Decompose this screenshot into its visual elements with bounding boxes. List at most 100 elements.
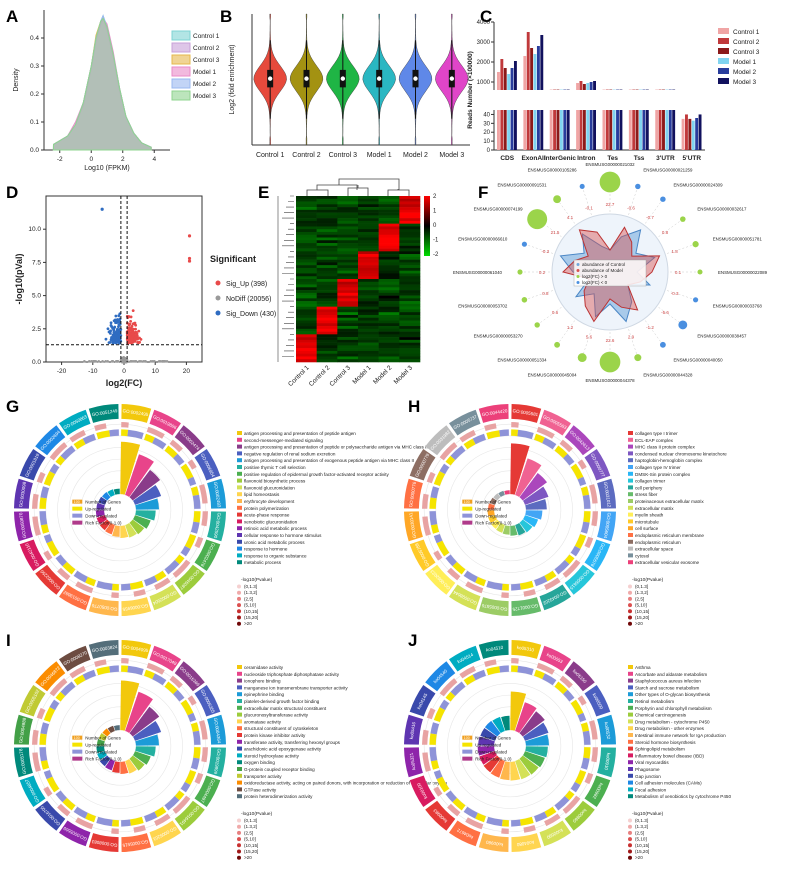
gene-count-segment [447, 567, 461, 581]
heatmap-cell [296, 292, 317, 296]
term-ring-segment [539, 820, 571, 847]
up-regulated-segment [475, 812, 486, 823]
key-swatch [462, 506, 473, 511]
term-ring-segment [425, 425, 456, 456]
heatmap-cell [358, 350, 379, 354]
pvalue-dot [237, 615, 241, 620]
down-regulated-segment [173, 453, 185, 466]
legend-label: Control 1 [193, 33, 220, 40]
fc-bubble [521, 241, 527, 247]
down-regulated-segment [450, 681, 466, 696]
heatmap-cell [358, 237, 379, 241]
down-regulated-segment [511, 583, 521, 591]
fc-value: 0.1 [675, 270, 682, 275]
rich-factor-bar [129, 519, 145, 535]
gene-count-segment [49, 442, 68, 461]
term-ring-segment [449, 409, 481, 436]
key-label: Down-regulated [85, 514, 117, 519]
term-swatch [237, 526, 242, 531]
pvalue-label: (15,20] [635, 849, 649, 854]
legend-swatch [171, 66, 191, 77]
x-tick-label: ExonAll [521, 155, 545, 162]
grid-ring [45, 671, 195, 821]
heatmap-cell [399, 353, 421, 357]
heatmap-cell [378, 287, 400, 291]
radar-spoke [524, 290, 554, 301]
heatmap-cell [296, 281, 317, 285]
term-ring-segment [409, 449, 436, 481]
point-up [135, 332, 139, 336]
bar-top [526, 32, 530, 90]
term-ring-segment [88, 640, 119, 659]
term-ring-segment [121, 640, 152, 659]
pvalue-label: (10,15] [635, 843, 649, 848]
term-ring-segment [35, 800, 66, 831]
term-label: Phagosome [635, 767, 660, 772]
heatmap-cell [399, 290, 421, 294]
term-swatch [237, 539, 242, 544]
term-swatch [237, 794, 242, 799]
up-regulated-segment [433, 471, 446, 486]
gene-count-segment [201, 747, 208, 763]
fc-value: -0.7 [646, 215, 654, 220]
heatmap-cell [296, 234, 317, 238]
bar-top [593, 81, 596, 90]
heatmap-cell [316, 348, 338, 352]
x-tick-label: -20 [57, 368, 67, 375]
heatmap-cell [399, 234, 421, 238]
grid-ring [92, 718, 148, 774]
fc-value: 5.6 [586, 335, 593, 340]
heatmap-cell [337, 196, 359, 200]
x-tick-label: 0 [122, 368, 126, 375]
grid-ring [458, 694, 562, 798]
bar-top [497, 72, 500, 90]
down-regulated-segment [580, 521, 590, 534]
term-ring-segment [564, 661, 595, 692]
rich-factor-bar [129, 469, 161, 501]
rich-factor-bar [510, 443, 530, 495]
gene-label: ENSMUSG00000061040 [453, 270, 503, 275]
heatmap-cell [296, 245, 317, 249]
term-label: Staphylococcus aureus infection [635, 679, 701, 684]
term-id-label: GO:0005604 [603, 512, 612, 539]
point-nodiff [151, 360, 155, 363]
term-label: positive thymic T cell selection [244, 465, 306, 470]
bar-bottom [559, 110, 563, 150]
term-id-label: GO:0006955 [122, 603, 149, 612]
fc-bubble [635, 183, 641, 190]
gene-count-segment [75, 817, 94, 830]
term-label: extracellular matrix [635, 506, 674, 511]
y-tick-label: 2000 [477, 60, 491, 66]
heatmap-cell [399, 243, 421, 247]
up-regulated-segment [144, 433, 155, 444]
down-regulated-segment [563, 689, 575, 702]
heatmap-cell [378, 303, 400, 307]
bar-bottom [645, 110, 649, 150]
legend-swatch [718, 38, 729, 44]
heatmap-cell [337, 212, 359, 216]
fc-bubble [579, 183, 585, 189]
heatmap-cell [296, 323, 317, 327]
rich-factor-bar [523, 486, 549, 505]
panel-i-circos: GO:0004095GO:0017049GO:0015369GO:0005355… [14, 640, 448, 860]
y-tick-label: 30 [483, 121, 490, 127]
term-label: proteinaceous extracellular matrix [635, 499, 704, 504]
up-regulated-segment [121, 429, 129, 437]
heatmap-cell [337, 359, 359, 363]
term-swatch [237, 733, 242, 737]
heatmap-cell [358, 342, 379, 346]
fc-bubble [697, 269, 703, 275]
legend-label: Control 2 [733, 39, 760, 46]
point-nodiff [149, 360, 153, 363]
up-regulated-segment [486, 666, 501, 676]
heatmap-cell [378, 212, 400, 216]
gene-count-segment [544, 813, 561, 827]
heatmap-cell [337, 309, 359, 313]
gene-label: ENSMUSG00000024309 [673, 183, 723, 188]
heatmap-cell [358, 198, 379, 202]
pvalue-title: -log10(Pvalue) [241, 577, 273, 583]
radar-spoke [556, 199, 575, 224]
up-regulated-segment [511, 665, 519, 673]
heatmap-cell [337, 204, 359, 208]
heatmap-cell [337, 284, 359, 288]
